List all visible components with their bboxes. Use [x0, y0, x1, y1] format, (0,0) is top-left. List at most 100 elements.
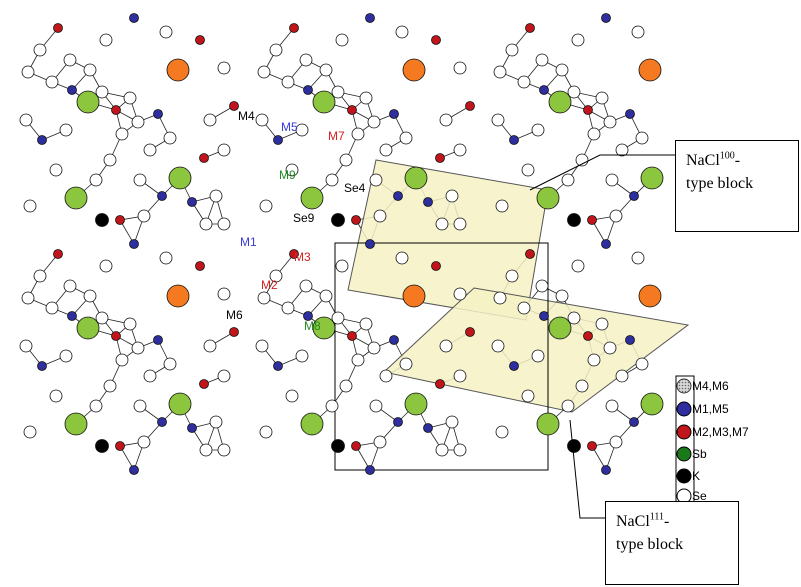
se-atom [555, 63, 569, 77]
se-atom [299, 279, 313, 293]
label-m8: M8 [304, 319, 321, 333]
legend-label-m1-m5: M1,M5 [692, 402, 729, 416]
blue-atom [153, 109, 163, 119]
se-atom [453, 217, 467, 231]
se-atom [131, 115, 145, 129]
red-atom [351, 441, 361, 451]
se-atom [561, 173, 575, 187]
se-atom [561, 399, 575, 413]
label-se4: Se4 [344, 181, 366, 195]
se-atom [495, 199, 509, 213]
red-atom [195, 261, 205, 271]
se-atom [367, 341, 381, 355]
se-atom [269, 43, 283, 57]
se-atom [351, 353, 365, 367]
sb-atom [404, 392, 428, 416]
blue-atom [187, 197, 197, 207]
se-atom [63, 53, 77, 67]
se-atom [103, 379, 117, 393]
legend-label-k: K [692, 469, 700, 483]
red-atom [583, 105, 593, 115]
se-atom [143, 369, 157, 383]
se-atom [535, 53, 549, 67]
se-atom [359, 91, 373, 105]
se-atom [615, 143, 629, 157]
sb-atom [300, 186, 324, 210]
se-atom [163, 357, 177, 371]
se-atom [605, 399, 619, 413]
se-atom [259, 199, 273, 213]
legend-item-k: K [676, 468, 700, 484]
red-atom [289, 249, 299, 259]
se-atom [453, 369, 467, 383]
blue-atom [539, 85, 549, 95]
se-atom [217, 287, 231, 301]
se-atom [351, 127, 365, 141]
se-atom [199, 443, 213, 457]
sb-atom [64, 412, 88, 436]
blue-atom [273, 361, 283, 371]
se-atom [209, 189, 223, 203]
red-atom [53, 249, 63, 259]
se-atom [137, 209, 151, 223]
label-m7: M7 [328, 129, 345, 143]
se-atom [133, 173, 147, 187]
se-atom [493, 65, 507, 79]
legend-swatch-m2-m3-m7 [676, 424, 692, 440]
label-m1: M1 [240, 235, 257, 249]
red-atom [435, 153, 445, 163]
se-atom [339, 153, 353, 167]
se-atom [399, 131, 413, 145]
callout-nacl111: NaCl111- type block [605, 501, 739, 585]
se-atom [217, 217, 231, 231]
red-atom [587, 215, 597, 225]
k-atom [567, 439, 581, 453]
blue-atom [601, 465, 611, 475]
blue-atom [303, 85, 313, 95]
callout-nacl100: NaCl100- type block [675, 140, 799, 232]
heavy-atom [166, 284, 190, 308]
se-atom [587, 353, 601, 367]
legend-item-m4-m6: M4,M6 [676, 378, 729, 394]
se-atom [379, 369, 393, 383]
k-atom [331, 439, 345, 453]
label-m6: M6 [226, 308, 243, 322]
k-atom [567, 213, 581, 227]
se-atom [255, 113, 269, 127]
se-atom [281, 301, 295, 315]
se-atom [123, 91, 137, 105]
red-atom [431, 35, 441, 45]
se-atom [295, 123, 309, 137]
blue-atom [157, 417, 167, 427]
sb-atom [536, 186, 560, 210]
callout-nacl111-line2: type block [616, 536, 684, 554]
red-atom [111, 331, 121, 341]
se-atom [517, 75, 531, 89]
blue-atom [423, 423, 433, 433]
legend: M4,M6 M1,M5 M2,M3,M7 Sb K Se [675, 375, 749, 505]
blue-atom [37, 361, 47, 371]
se-atom [23, 199, 37, 213]
se-atom [505, 269, 519, 283]
callout-nacl100-line1: NaCl100- [686, 150, 741, 169]
blue-atom [129, 13, 139, 23]
se-atom [285, 163, 299, 177]
se-atom [21, 291, 35, 305]
se-atom [453, 61, 467, 75]
se-atom [203, 113, 217, 127]
legend-frame [675, 375, 695, 505]
se-atom [439, 339, 453, 353]
se-atom [587, 127, 601, 141]
sb-atom [548, 316, 572, 340]
se-atom [63, 279, 77, 293]
se-atom [45, 301, 59, 315]
legend-item-sb: Sb [676, 446, 707, 462]
red-atom [111, 105, 121, 115]
blue-atom [129, 239, 139, 249]
se-atom [395, 25, 409, 39]
legend-item-m2-m3-m7: M2,M3,M7 [676, 424, 749, 440]
red-atom [583, 331, 593, 341]
se-atom [379, 143, 393, 157]
se-atom [453, 443, 467, 457]
blue-atom [625, 109, 635, 119]
